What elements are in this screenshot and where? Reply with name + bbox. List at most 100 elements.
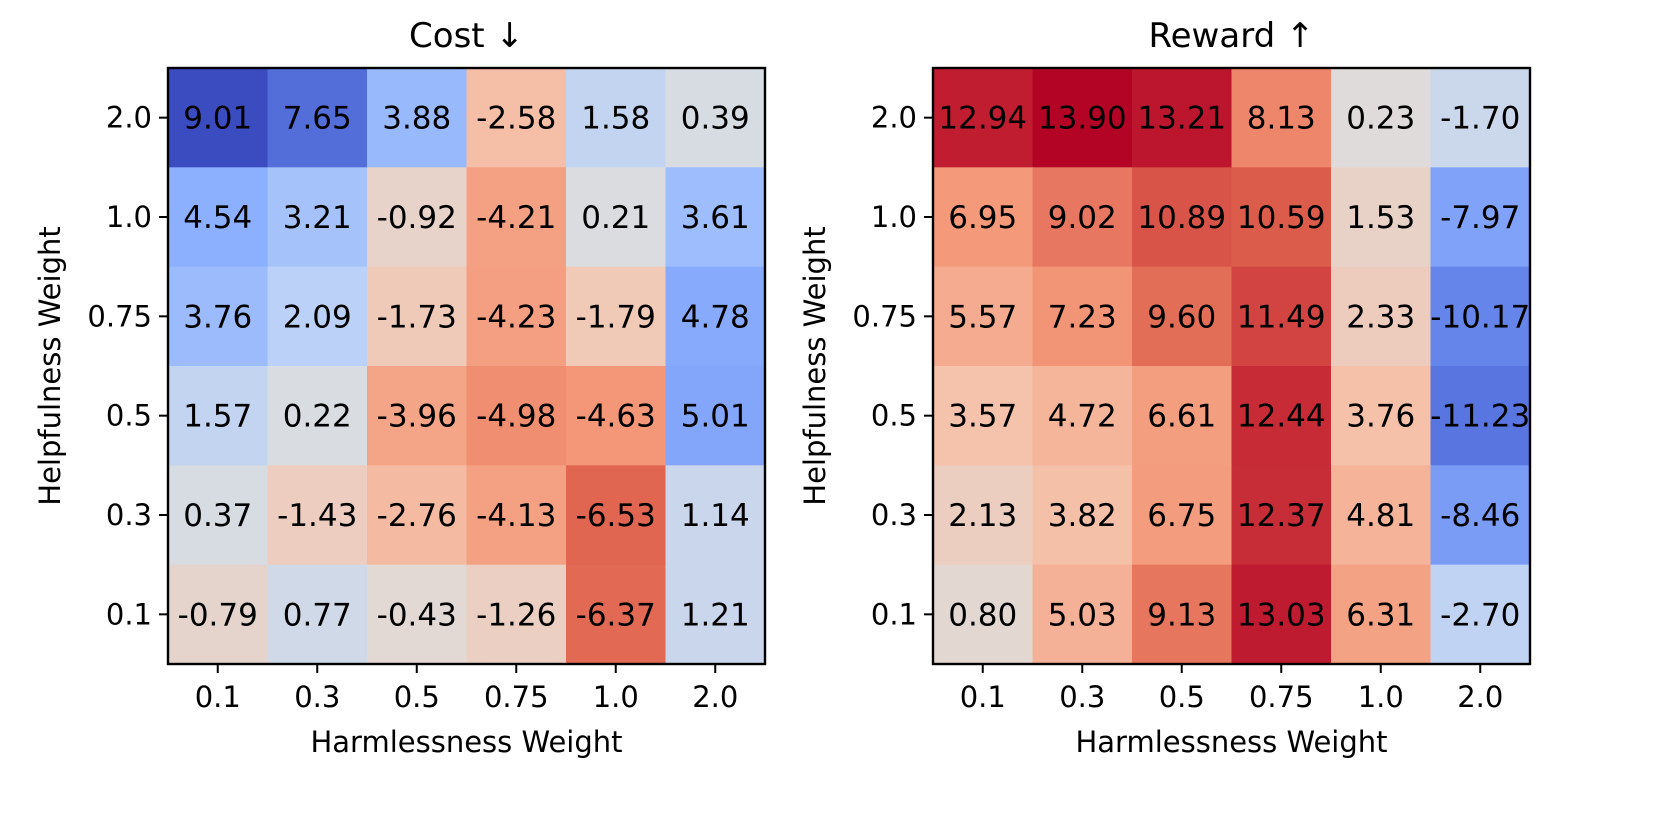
- y-axis-label: Helpfulness Weight: [33, 226, 67, 505]
- y-tick-label: 0.1: [106, 597, 152, 631]
- cell-value-label: -1.79: [576, 299, 656, 335]
- cell-value-label: 2.13: [948, 498, 1017, 534]
- cell-value-label: 4.72: [1048, 399, 1117, 435]
- cell-value-label: -4.13: [476, 498, 556, 534]
- cell-value-label: 13.90: [1038, 101, 1127, 137]
- cell-value-label: 9.01: [183, 101, 252, 137]
- heatmap-cell: [933, 564, 1034, 665]
- heatmap-cell: [168, 68, 269, 168]
- heatmap-cell: [267, 167, 368, 268]
- cell-value-label: 0.77: [283, 597, 352, 633]
- heatmap-cell: [367, 564, 468, 665]
- heatmap-panel-2: 12.94 13.90 13.21 8.13 0.23 -1.70 6.95 9.02 10.8…: [798, 16, 1532, 759]
- heatmap-cell: [1032, 564, 1133, 665]
- heatmap-cell: [367, 366, 468, 466]
- heatmap-cell: [1132, 564, 1233, 665]
- heatmap-cell: [1331, 167, 1432, 268]
- heatmap-cell: [1032, 266, 1133, 367]
- cell-value-label: 6.95: [948, 200, 1017, 236]
- heatmap-cell: [466, 167, 567, 268]
- y-tick-label: 0.1: [871, 597, 917, 631]
- heatmap-cell: [665, 564, 766, 665]
- y-tick-label: 0.75: [87, 299, 152, 333]
- x-tick-label: 2.0: [692, 680, 738, 714]
- x-tick-label: 0.75: [1249, 680, 1314, 714]
- y-tick-label: 0.5: [871, 399, 917, 433]
- cell-value-label: 4.54: [183, 200, 252, 236]
- heatmap-cell: [1231, 167, 1332, 268]
- heatmap-cell: [933, 68, 1034, 168]
- cell-value-label: 0.39: [681, 101, 750, 137]
- heatmap-cell: [665, 366, 766, 466]
- cell-value-label: 6.61: [1147, 399, 1216, 435]
- cell-value-label: -4.23: [476, 299, 556, 335]
- cell-value-label: 7.65: [283, 101, 352, 137]
- y-tick-label: 2.0: [871, 101, 917, 135]
- cell-value-label: 10.59: [1237, 200, 1326, 236]
- heatmap-cell: [1231, 68, 1332, 168]
- cell-value-label: 3.21: [283, 200, 352, 236]
- heatmap-cell: [933, 266, 1034, 367]
- cell-value-label: 1.21: [681, 597, 750, 633]
- x-tick-label: 0.1: [960, 680, 1006, 714]
- heatmap-cell: [1132, 366, 1233, 466]
- heatmap-cell: [168, 564, 269, 665]
- heatmap-cell: [367, 266, 468, 367]
- heatmap-cell: [168, 167, 269, 268]
- heatmap-cell: [665, 167, 766, 268]
- cell-value-label: -3.96: [377, 399, 457, 435]
- heatmap-cell: [367, 465, 468, 566]
- cell-value-label: 12.44: [1237, 399, 1326, 435]
- cell-value-label: -1.26: [476, 597, 556, 633]
- cell-value-label: -4.63: [576, 399, 656, 435]
- cell-value-label: 12.94: [938, 101, 1027, 137]
- heatmap-cell: [466, 465, 567, 566]
- heatmap-cell: [267, 68, 368, 168]
- y-tick-label: 0.5: [106, 399, 152, 433]
- heatmap-cell: [1231, 564, 1332, 665]
- heatmap-cell: [1430, 465, 1531, 566]
- cell-value-label: -6.53: [576, 498, 656, 534]
- x-tick-label: 1.0: [1358, 680, 1404, 714]
- cell-value-label: -1.73: [377, 299, 457, 335]
- cell-value-label: -1.43: [277, 498, 357, 534]
- heatmap-cell: [1032, 366, 1133, 466]
- cell-value-label: 10.89: [1137, 200, 1226, 236]
- heatmap-cell: [466, 68, 567, 168]
- heatmap-cell: [1430, 167, 1531, 268]
- heatmap-cell: [168, 266, 269, 367]
- cell-value-label: 5.57: [948, 299, 1017, 335]
- cell-value-label: 9.02: [1048, 200, 1117, 236]
- cell-value-label: 3.76: [183, 299, 252, 335]
- cell-value-label: 8.13: [1247, 101, 1316, 137]
- cell-value-label: 1.53: [1346, 200, 1415, 236]
- cell-value-label: 3.76: [1346, 399, 1415, 435]
- y-tick-label: 1.0: [871, 200, 917, 234]
- cell-value-label: -0.92: [377, 200, 457, 236]
- cell-value-label: -10.17: [1430, 299, 1530, 335]
- cell-value-label: -6.37: [576, 597, 656, 633]
- heatmap-cell: [1430, 266, 1531, 367]
- heatmap-cell: [1032, 167, 1133, 268]
- cell-value-label: 9.13: [1147, 597, 1216, 633]
- cell-value-label: 2.09: [283, 299, 352, 335]
- x-tick-label: 0.3: [294, 680, 340, 714]
- x-tick-label: 0.75: [484, 680, 549, 714]
- cell-value-label: 3.82: [1048, 498, 1117, 534]
- cell-value-label: -0.79: [178, 597, 258, 633]
- heatmap-cell: [665, 266, 766, 367]
- heatmap-cell: [1132, 465, 1233, 566]
- heatmap-cell: [566, 266, 667, 367]
- cell-value-label: 0.22: [283, 399, 352, 435]
- heatmap-cell: [1331, 68, 1432, 168]
- cell-value-label: -2.70: [1440, 597, 1520, 633]
- heatmap-cell: [367, 167, 468, 268]
- y-tick-label: 0.3: [106, 498, 152, 532]
- cell-value-label: 1.58: [581, 101, 650, 137]
- cell-value-label: 3.88: [382, 101, 451, 137]
- heatmap-cell: [566, 68, 667, 168]
- cell-value-label: -4.21: [476, 200, 556, 236]
- x-tick-label: 0.5: [394, 680, 440, 714]
